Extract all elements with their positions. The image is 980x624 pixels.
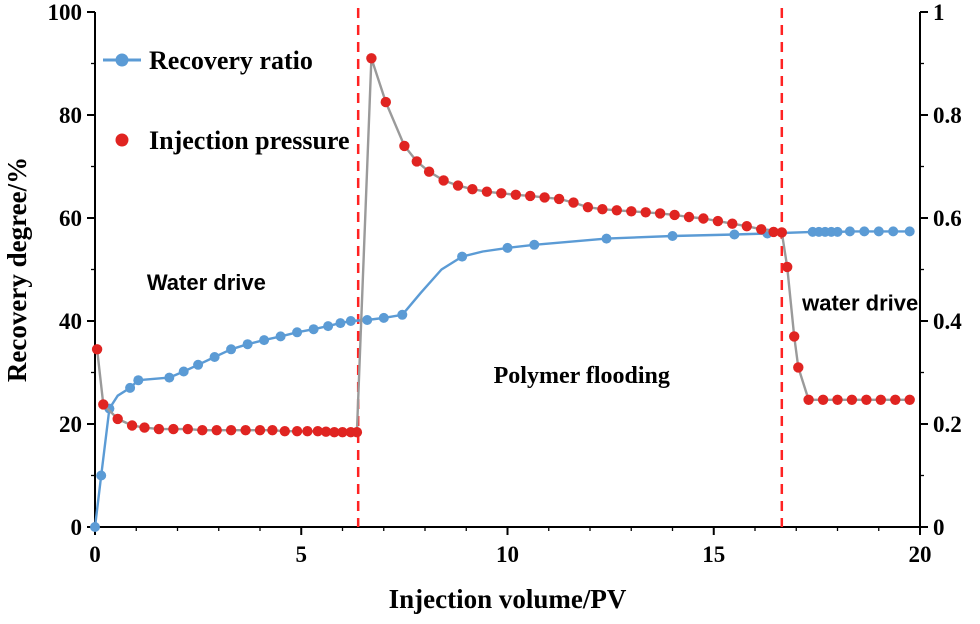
injection-pressure-line bbox=[95, 57, 910, 434]
injection-pressure-legend-label: Injection pressure bbox=[149, 126, 350, 155]
y-axis-right-tick-label: 0.2 bbox=[933, 412, 962, 437]
injection-pressure-points bbox=[91, 53, 915, 438]
y-axis-left-tick-label: 20 bbox=[59, 412, 82, 437]
x-axis-tick-label: 15 bbox=[702, 542, 725, 567]
legend: Recovery ratio Injection pressure bbox=[103, 46, 350, 155]
x-axis-label: Injection volume/PV bbox=[389, 584, 627, 614]
minor-ticks bbox=[91, 62, 924, 531]
annotation-water-drive: Water drive bbox=[147, 270, 266, 295]
y-axis-right-tick-label: 1 bbox=[933, 0, 945, 25]
x-axis-tick-label: 5 bbox=[296, 542, 308, 567]
y-axis-left-tick-label: 0 bbox=[71, 515, 83, 540]
x-axis-tick-label: 20 bbox=[909, 542, 932, 567]
y-axis-right-tick-label: 0 bbox=[933, 515, 945, 540]
annotation-polymer-flooding: Polymer flooding bbox=[494, 363, 670, 389]
y-axis-left-tick-label: 60 bbox=[59, 206, 82, 231]
injection-pressure-legend-marker bbox=[115, 133, 129, 147]
annotation-water-drive: water drive bbox=[801, 291, 918, 316]
y-axis-left-tick-label: 100 bbox=[48, 0, 83, 25]
y-axis-left-tick-label: 80 bbox=[59, 103, 82, 128]
x-axis-tick-label: 10 bbox=[496, 542, 519, 567]
recovery-ratio-legend-label: Recovery ratio bbox=[149, 46, 313, 75]
y-axis-right-tick-label: 0.8 bbox=[933, 103, 962, 128]
y-axis-right-tick-label: 0.6 bbox=[933, 206, 962, 231]
y-axis-label: Recovery degree/% bbox=[2, 157, 32, 382]
recovery-ratio-legend-marker bbox=[115, 53, 129, 67]
x-axis-tick-label: 0 bbox=[89, 542, 101, 567]
y-axis-right-tick-label: 0.4 bbox=[933, 309, 962, 334]
y-axis-left-tick-label: 40 bbox=[59, 309, 82, 334]
